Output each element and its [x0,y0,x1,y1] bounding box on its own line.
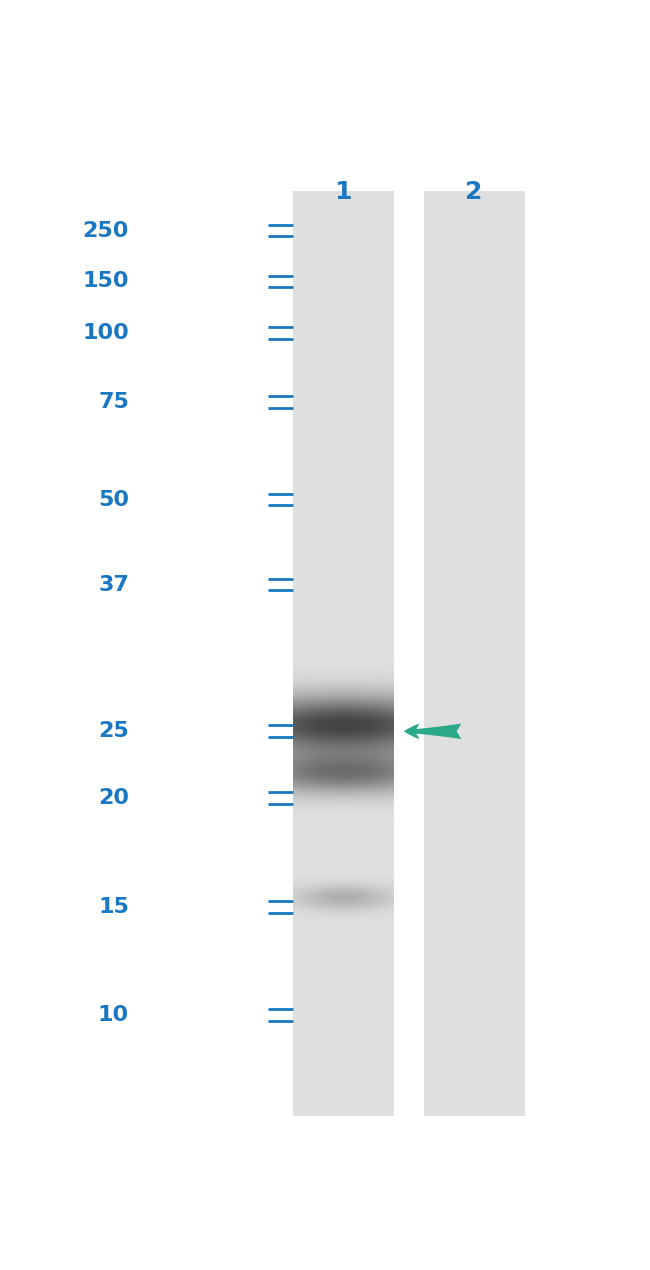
Text: 250: 250 [83,221,129,240]
Text: 100: 100 [83,324,129,343]
Text: 150: 150 [83,272,129,292]
Text: 20: 20 [98,787,129,808]
Text: 1: 1 [335,179,352,203]
Text: 10: 10 [98,1005,129,1025]
Text: 2: 2 [465,179,483,203]
Text: 37: 37 [98,574,129,594]
Text: 50: 50 [98,489,129,509]
Text: 15: 15 [98,898,129,917]
Bar [424,192,525,1115]
Bar [292,192,393,1115]
Text: 25: 25 [98,721,129,742]
Text: 75: 75 [98,391,129,411]
